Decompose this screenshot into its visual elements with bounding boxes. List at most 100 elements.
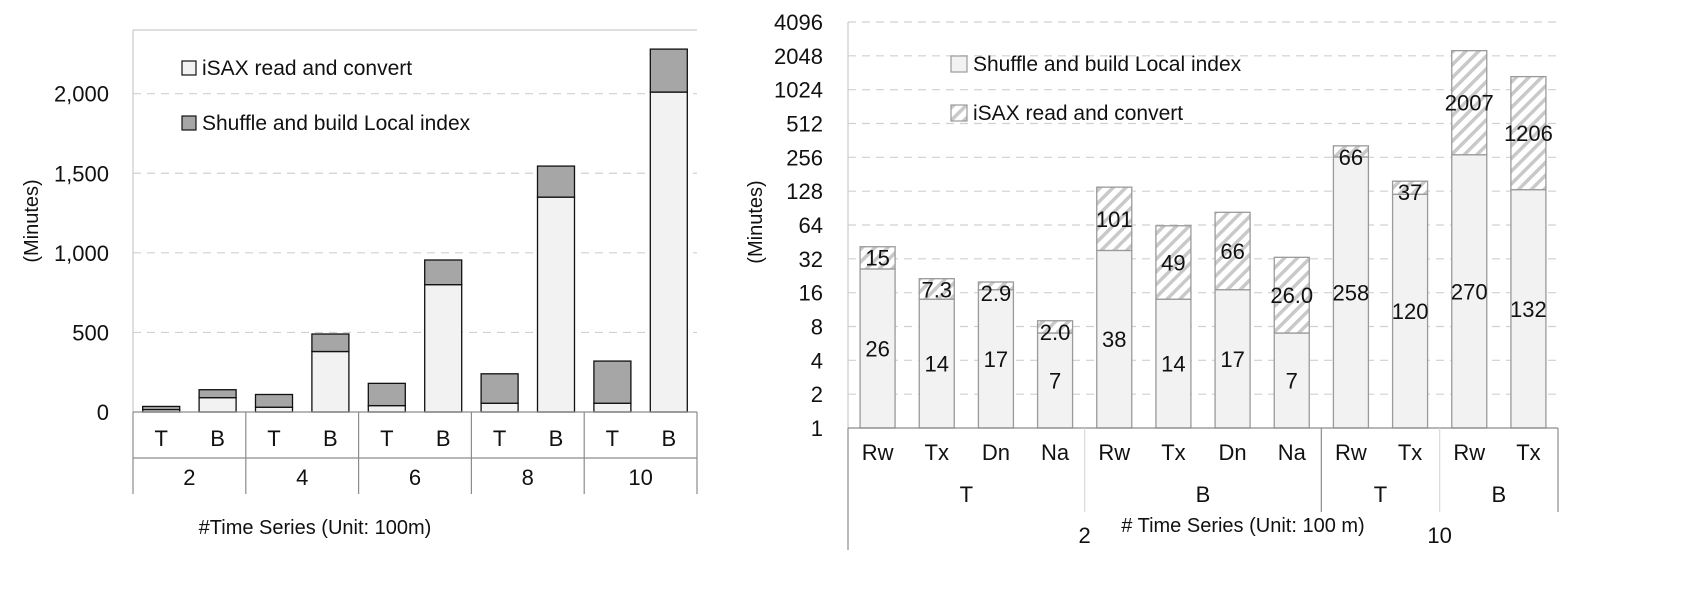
x-category-label: Dn bbox=[1219, 440, 1247, 465]
data-label-isax: 7.3 bbox=[921, 278, 952, 303]
y-tick-label: 64 bbox=[799, 213, 823, 238]
bar-segment bbox=[649, 48, 688, 93]
bar-segment-isax bbox=[1155, 225, 1192, 300]
data-label-isax: 2007 bbox=[1445, 91, 1494, 116]
y-tick-label: 1 bbox=[811, 416, 823, 441]
data-label-isax: 15 bbox=[865, 246, 889, 271]
data-label-isax: 37 bbox=[1398, 180, 1422, 205]
bar-segment bbox=[593, 360, 632, 404]
bar-segment bbox=[536, 196, 576, 413]
data-label-isax: 26.0 bbox=[1270, 283, 1313, 308]
bar-segment-shuffle bbox=[1273, 332, 1310, 429]
bar-segment-isax bbox=[918, 278, 955, 300]
y-tick-label: 4096 bbox=[774, 10, 823, 35]
bar-segment bbox=[142, 405, 181, 411]
x-category-label: T bbox=[154, 426, 167, 451]
y-tick-label: 32 bbox=[799, 247, 823, 272]
data-label-isax: 1206 bbox=[1504, 121, 1553, 146]
bar-segment bbox=[311, 350, 350, 413]
legend-swatch bbox=[950, 55, 968, 73]
data-label-isax: 49 bbox=[1161, 250, 1185, 275]
bar-segment bbox=[254, 406, 294, 413]
data-label-isax: 2.0 bbox=[1040, 320, 1071, 345]
x-subgroup-label: B bbox=[1491, 482, 1506, 507]
legend-swatch bbox=[181, 115, 197, 131]
data-label-shuffle: 14 bbox=[1161, 352, 1185, 377]
legend-label: iSAX read and convert bbox=[973, 102, 1183, 125]
x-category-label: Tx bbox=[1161, 440, 1185, 465]
bar-segment bbox=[480, 373, 519, 404]
y-tick-label: 2 bbox=[811, 382, 823, 407]
data-label-shuffle: 270 bbox=[1451, 279, 1488, 304]
data-label-shuffle: 7 bbox=[1049, 369, 1061, 394]
bar-segment bbox=[593, 402, 632, 413]
y-tick-label: 128 bbox=[786, 179, 823, 204]
bar-segment bbox=[254, 393, 294, 408]
x-category-label: B bbox=[210, 426, 225, 451]
bar-segment-isax bbox=[1036, 320, 1074, 334]
x-axis-title: #Time Series (Unit: 100m) bbox=[199, 517, 432, 539]
data-label-shuffle: 17 bbox=[984, 347, 1008, 372]
x-category-label: Dn bbox=[982, 440, 1010, 465]
legend-label: iSAX read and convert bbox=[202, 57, 412, 80]
data-label-isax: 101 bbox=[1096, 207, 1133, 232]
bar-segment-shuffle bbox=[1332, 156, 1370, 429]
x-category-label: T bbox=[267, 426, 280, 451]
legend-swatch bbox=[950, 104, 968, 122]
x-axis-title: # Time Series (Unit: 100 m) bbox=[1121, 515, 1364, 537]
x-category-label: T bbox=[493, 426, 506, 451]
y-axis-title: (Minutes) bbox=[21, 179, 43, 262]
x-category-label: Na bbox=[1278, 440, 1307, 465]
y-tick-label: 1,000 bbox=[54, 241, 109, 266]
x-category-label: Rw bbox=[862, 440, 894, 465]
y-tick-label: 2,000 bbox=[54, 82, 109, 107]
x-subgroup-label: T bbox=[960, 482, 973, 507]
legend-swatch bbox=[181, 60, 197, 76]
bar-segment bbox=[198, 397, 237, 413]
bar-segment bbox=[198, 389, 237, 399]
bar-segment-shuffle bbox=[1451, 154, 1488, 429]
bar-segment-shuffle bbox=[1096, 249, 1133, 429]
x-category-label: B bbox=[323, 426, 338, 451]
x-group-label: 10 bbox=[628, 465, 652, 490]
bar-segment-isax bbox=[1510, 75, 1547, 191]
y-tick-label: 4 bbox=[811, 348, 823, 373]
x-category-label: T bbox=[380, 426, 393, 451]
bar-segment bbox=[367, 404, 406, 413]
x-group-label: 6 bbox=[409, 465, 421, 490]
x-category-label: Na bbox=[1041, 440, 1070, 465]
bar-segment-isax bbox=[1273, 256, 1310, 334]
y-axis-title: (Minutes) bbox=[745, 180, 767, 263]
bar-segment bbox=[536, 165, 576, 198]
bar-segment bbox=[311, 333, 350, 353]
x-category-label: B bbox=[661, 426, 676, 451]
bar-segment-isax bbox=[1214, 211, 1251, 291]
bar-segment bbox=[649, 91, 688, 413]
data-label-isax: 66 bbox=[1220, 239, 1244, 264]
bar-segment-shuffle bbox=[1391, 193, 1429, 429]
y-tick-label: 256 bbox=[786, 145, 823, 170]
x-category-label: Tx bbox=[1516, 440, 1540, 465]
x-category-label: B bbox=[436, 426, 451, 451]
bar-segment bbox=[424, 259, 463, 286]
y-tick-label: 1024 bbox=[774, 78, 823, 103]
data-label-shuffle: 17 bbox=[1220, 347, 1244, 372]
legend-label: Shuffle and build Local index bbox=[973, 53, 1242, 76]
y-tick-label: 8 bbox=[811, 315, 823, 340]
x-subgroup-label: B bbox=[1196, 482, 1211, 507]
data-label-shuffle: 132 bbox=[1510, 297, 1547, 322]
data-label-shuffle: 38 bbox=[1102, 327, 1126, 352]
bar-segment-shuffle bbox=[859, 268, 896, 429]
x-group-label: 8 bbox=[522, 465, 534, 490]
bar-segment-isax bbox=[1332, 145, 1370, 158]
x-group-label: 2 bbox=[1079, 523, 1091, 548]
bar-segment-isax bbox=[977, 281, 1015, 291]
legend-label: Shuffle and build Local index bbox=[202, 112, 471, 135]
data-label-shuffle: 258 bbox=[1333, 280, 1370, 305]
bar-segment-shuffle bbox=[1510, 189, 1547, 429]
x-category-label: Rw bbox=[1453, 440, 1485, 465]
x-group-label: 10 bbox=[1427, 523, 1451, 548]
x-group-label: 2 bbox=[183, 465, 195, 490]
